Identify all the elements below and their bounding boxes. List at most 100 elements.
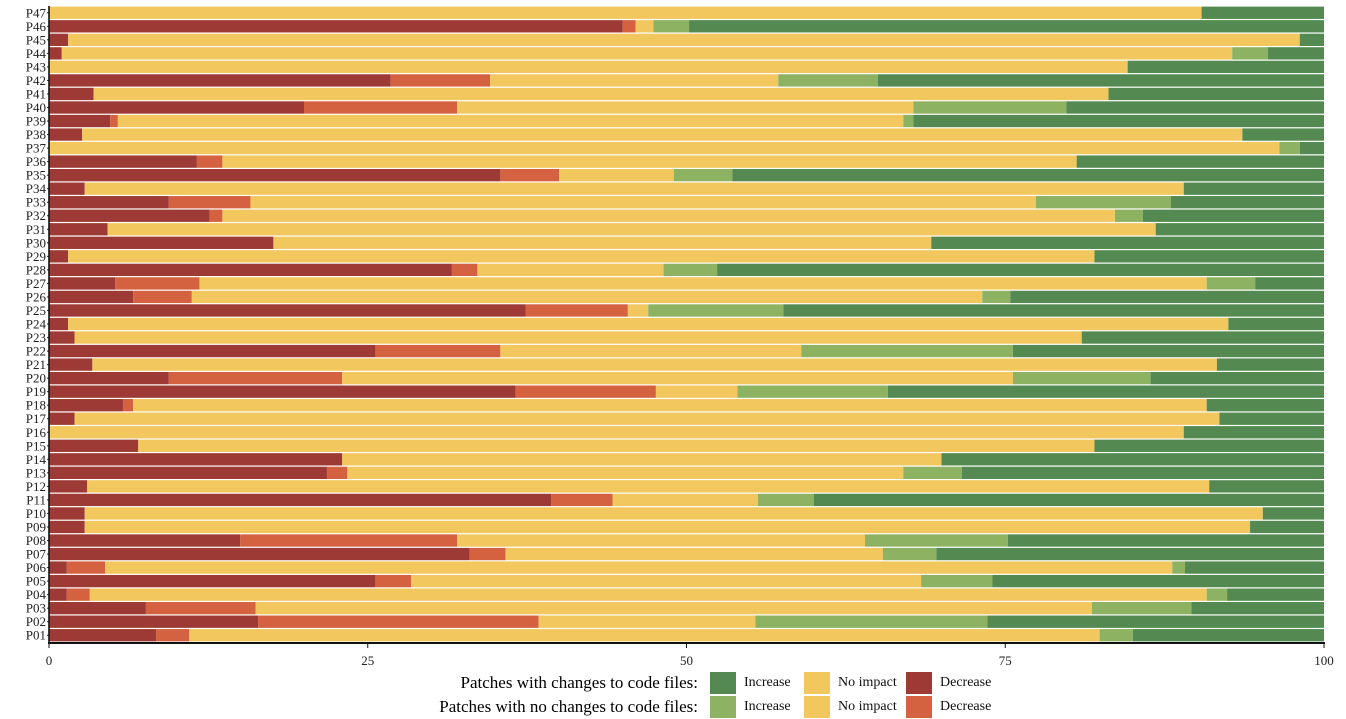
bar-segment bbox=[1081, 331, 1324, 344]
bar-segment bbox=[49, 290, 134, 304]
bar-segment bbox=[1299, 33, 1324, 46]
bar-segment bbox=[1228, 317, 1324, 331]
bar-segment bbox=[515, 385, 656, 398]
y-tick-label: P04 bbox=[26, 587, 47, 602]
bar-segment bbox=[196, 155, 223, 168]
bar-segment bbox=[559, 168, 674, 182]
bar-segment bbox=[49, 466, 327, 480]
bar-segment bbox=[49, 534, 241, 547]
bar-segment bbox=[673, 168, 733, 182]
bar-segment bbox=[1183, 182, 1324, 195]
legend-row-code: Patches with changes to code files: Incr… bbox=[0, 672, 1346, 694]
legend-item-noimpact-code: No impact bbox=[804, 672, 897, 694]
bar-segment bbox=[477, 263, 664, 277]
y-tick-label: P08 bbox=[26, 533, 46, 548]
legend-title-code: Patches with changes to code files: bbox=[460, 673, 698, 692]
bar-segment bbox=[105, 561, 1173, 574]
legend-label: Decrease bbox=[940, 675, 992, 690]
bar-segment bbox=[342, 371, 1013, 385]
bar-segment bbox=[500, 344, 802, 358]
y-tick-label: P19 bbox=[26, 384, 46, 399]
y-tick-label: P42 bbox=[26, 73, 46, 88]
bar-segment bbox=[500, 168, 559, 182]
y-tick-label: P21 bbox=[26, 357, 46, 372]
bar-segment bbox=[1201, 6, 1324, 19]
bar-segment bbox=[49, 74, 391, 87]
bar-segment bbox=[757, 493, 814, 507]
bar-segment bbox=[877, 74, 1324, 87]
bar-segment bbox=[49, 507, 85, 520]
bar-segment bbox=[49, 453, 343, 466]
bar-segment bbox=[168, 371, 343, 385]
bar-segment bbox=[1155, 223, 1324, 236]
bar-segment bbox=[538, 615, 756, 628]
y-tick-label: P43 bbox=[26, 59, 46, 74]
bar-segment bbox=[49, 344, 376, 358]
bar-segment bbox=[689, 20, 1324, 33]
bar-segment bbox=[49, 385, 516, 398]
bar-segment bbox=[84, 520, 1251, 534]
bar-segment bbox=[145, 602, 256, 615]
bar-segment bbox=[737, 385, 888, 398]
bar-segment bbox=[82, 128, 1243, 141]
bar-segment bbox=[1091, 602, 1192, 615]
bar-segment bbox=[982, 290, 1011, 304]
bar-segment bbox=[49, 574, 376, 588]
legend-item-increase-nocode: Increase bbox=[710, 696, 791, 718]
bar-segment bbox=[783, 304, 1324, 317]
bar-segment bbox=[49, 60, 1128, 74]
bar-segment bbox=[49, 520, 85, 534]
bar-segment bbox=[865, 534, 1008, 547]
bar-segment bbox=[1108, 87, 1324, 101]
bar-segment bbox=[326, 466, 348, 480]
bar-segment bbox=[1114, 209, 1143, 222]
bar-segment bbox=[49, 412, 75, 425]
bar-segment bbox=[887, 385, 1324, 398]
legend-swatch bbox=[804, 672, 830, 694]
x-tick-label: 50 bbox=[680, 653, 693, 668]
y-tick-label: P35 bbox=[26, 168, 46, 183]
bar-segment bbox=[1242, 128, 1324, 141]
bar-segment bbox=[1099, 629, 1133, 642]
y-tick-label: P28 bbox=[26, 262, 46, 277]
bar-segment bbox=[117, 114, 904, 128]
bar-segment bbox=[1219, 412, 1324, 425]
bar-segment bbox=[49, 561, 67, 574]
y-tick-label: P20 bbox=[26, 371, 46, 386]
bar-segment bbox=[68, 33, 1300, 46]
bar-segment bbox=[49, 47, 62, 60]
bar-segment bbox=[931, 236, 1324, 249]
bar-segment bbox=[411, 574, 922, 588]
bar-segment bbox=[49, 101, 304, 114]
bar-segment bbox=[1076, 155, 1324, 168]
y-tick-label: P18 bbox=[26, 398, 46, 413]
bar-segment bbox=[61, 47, 1233, 60]
bar-segment bbox=[49, 371, 169, 385]
bar-segment bbox=[49, 196, 169, 209]
bar-segment bbox=[635, 20, 654, 33]
y-tick-label: P11 bbox=[26, 492, 46, 507]
bar-segment bbox=[903, 114, 914, 128]
y-tick-label: P36 bbox=[26, 154, 47, 169]
bar-segment bbox=[1206, 588, 1228, 601]
bar-segment bbox=[49, 33, 69, 46]
bar-segment bbox=[936, 547, 1324, 561]
bar-segment bbox=[273, 236, 932, 249]
legend-row-nocode: Patches with no changes to code files: I… bbox=[0, 696, 1346, 718]
bar-segment bbox=[122, 399, 134, 412]
bar-segment bbox=[66, 561, 106, 574]
y-tick-label: P15 bbox=[26, 438, 46, 453]
bar-segment bbox=[68, 250, 1095, 263]
y-tick-label: P12 bbox=[26, 479, 46, 494]
bar-segment bbox=[622, 20, 636, 33]
y-tick-label: P33 bbox=[26, 195, 46, 210]
bar-segment bbox=[1206, 399, 1324, 412]
bar-segment bbox=[457, 534, 865, 547]
bar-segment bbox=[250, 196, 1036, 209]
y-tick-label: P17 bbox=[26, 411, 47, 426]
bar-segment bbox=[1127, 60, 1324, 74]
y-tick-label: P40 bbox=[26, 100, 46, 115]
bar-segment bbox=[1183, 426, 1324, 439]
bar-segment bbox=[1255, 277, 1324, 290]
bar-segment bbox=[49, 426, 1184, 439]
